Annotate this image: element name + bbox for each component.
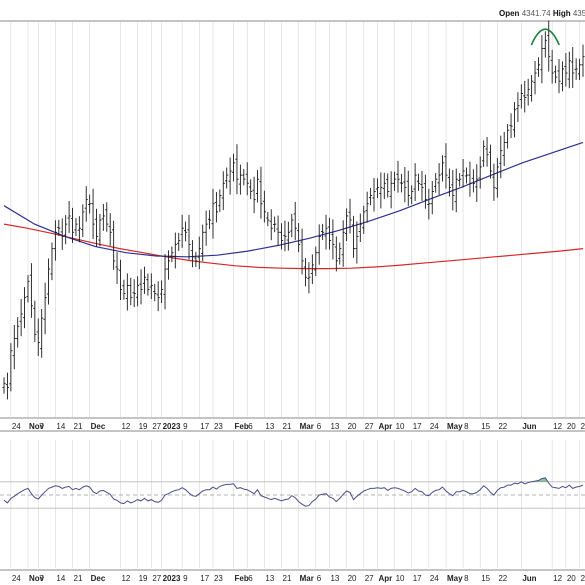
x-tick-label: 24 [430,574,439,583]
x-tick-label: 7 [39,422,44,431]
rsi-line [3,477,584,507]
x-tick-label: 22 [498,422,507,431]
x-tick-label: 6 [248,422,253,431]
x-tick-label: 27 [152,574,161,583]
x-tick-label: 7 [39,574,44,583]
x-tick-label: 23 [214,574,223,583]
x-tick-label: 27 [365,422,374,431]
x-tick-label: 26 [581,574,585,583]
x-tick-label: 8 [464,574,469,583]
x-tick-label: 15 [481,422,490,431]
x-tick-label: 21 [74,422,83,431]
x-tick-label: Feb [235,574,249,583]
x-tick-label: Apr [378,422,392,431]
ohlc-header: Open 4341.74 High 435 [499,9,585,18]
x-tick-label: 14 [56,422,65,431]
x-tick-label: 20 [567,422,576,431]
ma-short-line [3,141,584,258]
x-tick-label: Jun [522,574,536,583]
x-tick-label: 10 [396,574,405,583]
ma-long-series [3,223,584,270]
ma-long-line [3,223,584,270]
x-tick-label: 13 [330,422,339,431]
x-tick-label: 20 [348,422,357,431]
x-tick-label: Mar [300,574,314,583]
x-tick-label: 9 [183,574,188,583]
x-tick-label: 6 [317,422,322,431]
rsi-grid [0,440,585,568]
x-tick-label: Dec [91,574,106,583]
x-tick-label: 24 [12,574,21,583]
x-tick-label: 27 [152,422,161,431]
x-tick-label: 19 [139,574,148,583]
x-tick-label: 13 [330,574,339,583]
high-label: High [552,9,571,18]
x-tick-label: Jun [522,422,536,431]
price-bars-series [2,20,585,400]
x-tick-label: 13 [265,422,274,431]
x-tick-label: 12 [553,422,562,431]
x-tick-label: 21 [283,574,292,583]
x-tick-label: 20 [348,574,357,583]
x-tick-label: 9 [183,422,188,431]
x-tick-label: 17 [413,422,422,431]
x-tick-label: 12 [121,574,130,583]
x-tick-label: Feb [235,422,249,431]
x-tick-label: 14 [56,574,65,583]
open-label: Open [499,9,520,18]
x-tick-label: Nov [29,574,45,583]
x-tick-label: 23 [214,422,223,431]
x-tick-label: 24 [430,422,439,431]
ma-short-series [3,141,584,258]
x-tick-label: Mar [300,422,314,431]
x-tick-label: 27 [365,574,374,583]
x-tick-label: May [447,574,463,583]
rounded-top-annotation [530,28,560,46]
x-tick-label: 22 [498,574,507,583]
x-tick-label: 21 [74,574,83,583]
x-tick-label: 26 [581,422,585,431]
x-tick-label: 2023 [163,422,181,431]
x-tick-label: 8 [464,422,469,431]
x-tick-label: 2023 [163,574,181,583]
x-tick-label: 17 [200,574,209,583]
x-tick-label: May [447,422,463,431]
x-tick-label: 21 [283,422,292,431]
x-tick-label: 19 [139,422,148,431]
x-tick-label: 17 [200,422,209,431]
x-tick-label: 20 [567,574,576,583]
x-tick-label: 6 [248,574,253,583]
x-tick-label: 12 [553,574,562,583]
x-tick-label: Apr [378,574,392,583]
x-tick-label: 24 [12,422,21,431]
x-tick-label: 12 [121,422,130,431]
x-tick-label: 10 [396,422,405,431]
x-tick-label: Nov [29,422,45,431]
rsi-series [3,477,584,507]
x-tick-label: 13 [265,574,274,583]
x-tick-label: 6 [317,574,322,583]
x-tick-label: 15 [481,574,490,583]
high-value: 435 [572,9,585,18]
x-tick-label: Dec [91,422,106,431]
x-tick-label: 17 [413,574,422,583]
open-value: 4341.74 [521,9,551,18]
